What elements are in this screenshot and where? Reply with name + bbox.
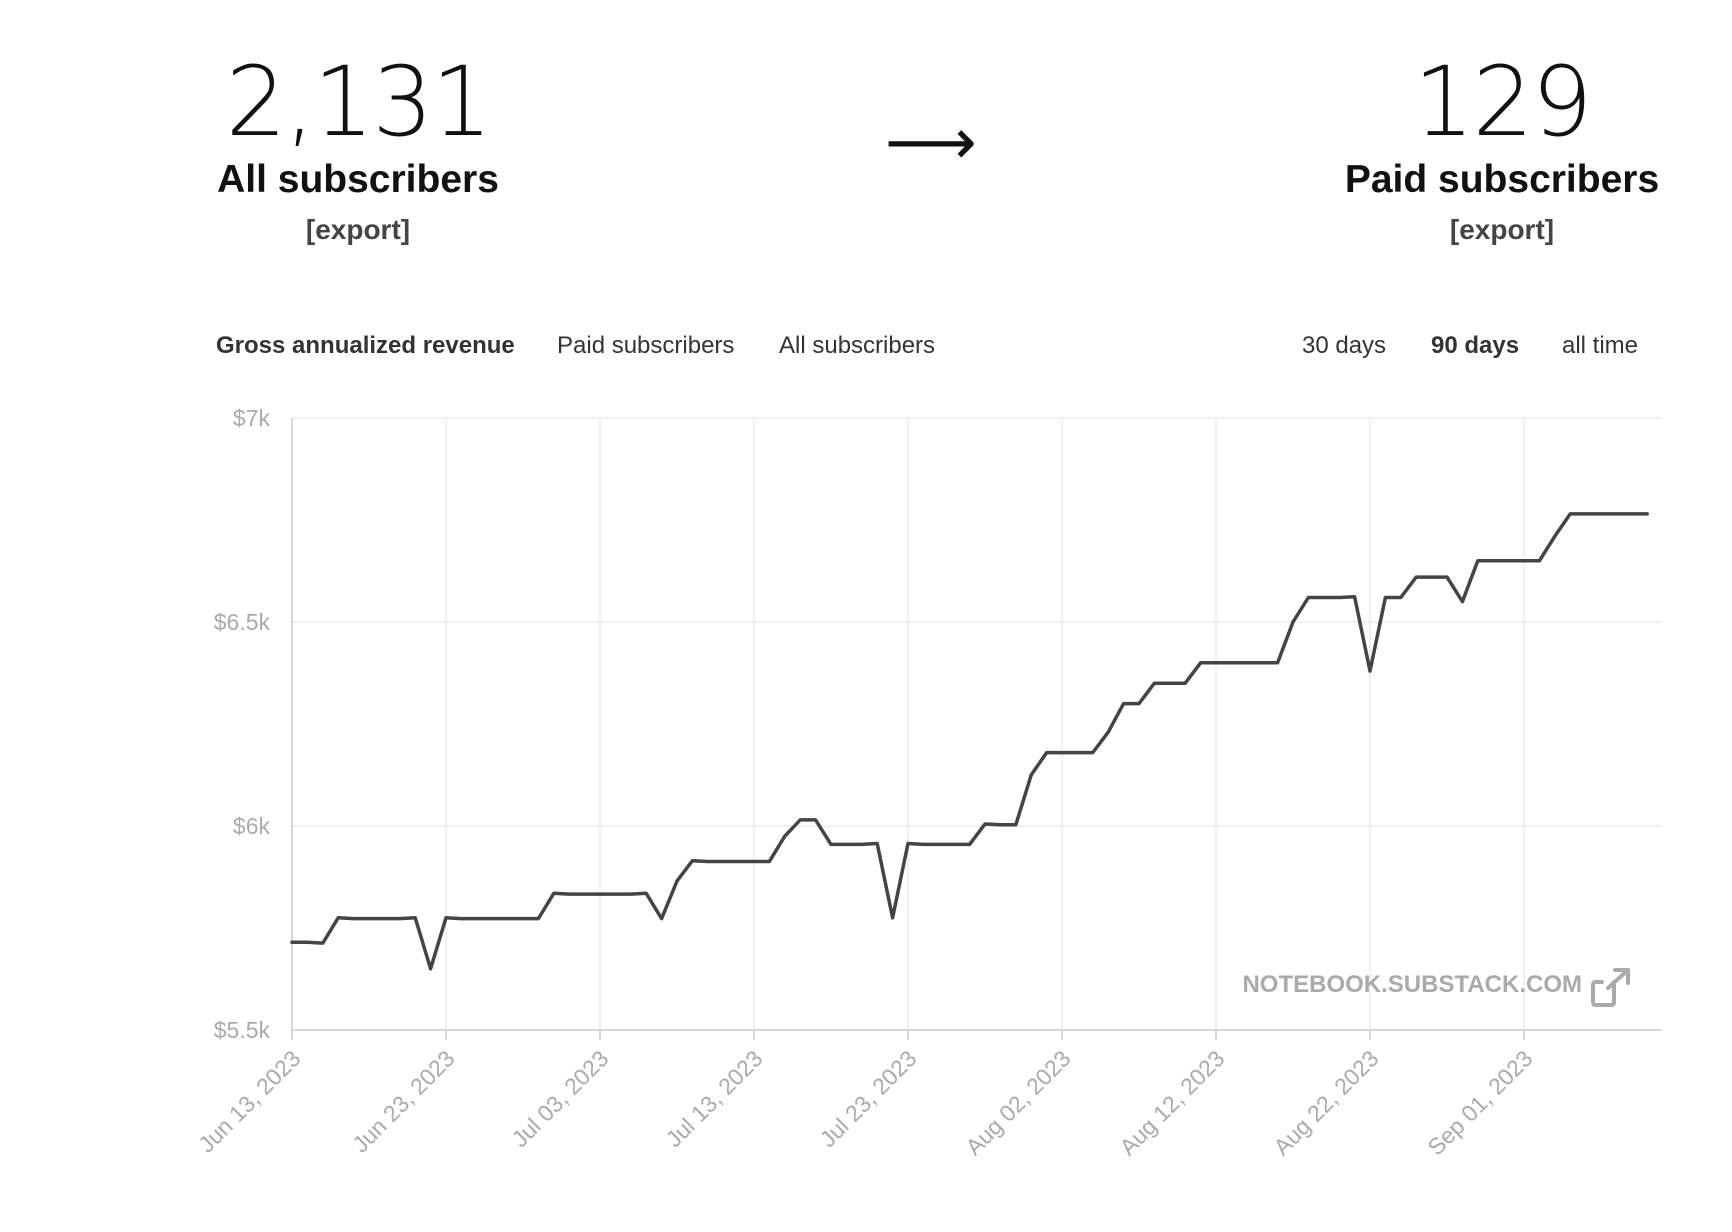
y-tick-label: $6.5k — [214, 609, 271, 635]
external-link-icon[interactable] — [1591, 968, 1630, 1007]
x-tick-label: Aug 22, 2023 — [1268, 1045, 1383, 1160]
y-tick-label: $6k — [233, 813, 271, 839]
tab-30-days[interactable]: 30 days — [1302, 332, 1387, 359]
arrow-right-icon: ⟶ — [885, 106, 977, 180]
x-tick-label: Aug 02, 2023 — [960, 1045, 1075, 1160]
watermark-text[interactable]: NOTEBOOK.SUBSTACK.COM — [1242, 971, 1582, 998]
tab-paid-subscribers[interactable]: Paid subscribers — [557, 332, 735, 359]
paid-subscribers-label: Paid subscribers — [1344, 158, 1660, 201]
all-subscribers-label: All subscribers — [217, 158, 499, 201]
paid-subscribers-export-link[interactable]: [export] — [1449, 214, 1555, 245]
all-subscribers-count: 2,131 — [225, 46, 493, 158]
site-watermark[interactable]: NOTEBOOK.SUBSTACK.COM — [1242, 968, 1630, 1007]
tab-all-time[interactable]: all time — [1562, 332, 1639, 359]
paid-subscribers-stat: 129 Paid subscribers [export] — [1302, 50, 1702, 246]
tab-all-subscribers[interactable]: All subscribers — [779, 332, 936, 359]
y-tick-label: $5.5k — [214, 1017, 271, 1043]
x-tick-label: Jul 03, 2023 — [507, 1045, 614, 1152]
x-tick-label: Jun 23, 2023 — [347, 1045, 459, 1157]
y-tick-label: $7k — [233, 405, 271, 431]
all-subscribers-stat: 2,131 All subscribers [export] — [158, 50, 558, 246]
x-tick-label: Jul 23, 2023 — [815, 1045, 922, 1152]
all-subscribers-export-link[interactable]: [export] — [305, 214, 411, 245]
x-tick-label: Jun 13, 2023 — [193, 1045, 305, 1157]
tab-90-days[interactable]: 90 days — [1431, 332, 1520, 359]
x-tick-label: Jul 13, 2023 — [661, 1045, 768, 1152]
revenue-series-line — [290, 512, 1649, 971]
x-tick-label: Aug 12, 2023 — [1114, 1045, 1229, 1160]
x-tick-label: Sep 01, 2023 — [1422, 1045, 1537, 1160]
tab-gross-annualized-revenue[interactable]: Gross annualized revenue — [216, 332, 515, 359]
paid-subscribers-count: 129 — [1413, 46, 1592, 158]
